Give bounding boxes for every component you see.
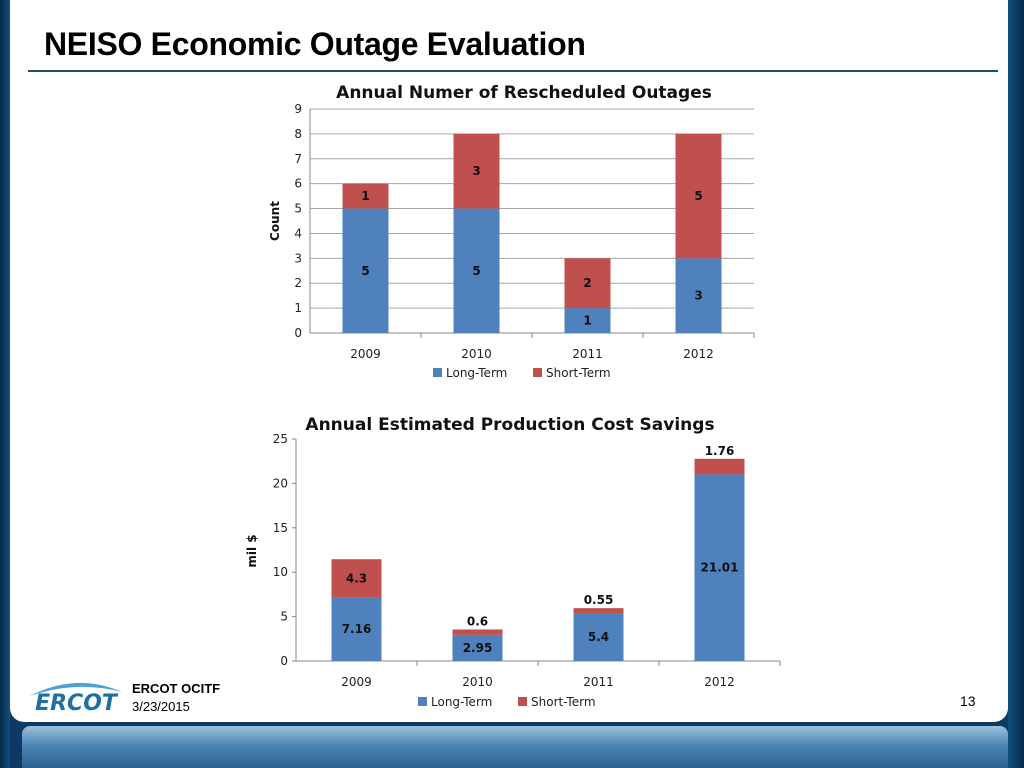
title-underline [28,70,998,72]
bottom-decorative-bar [22,726,1008,768]
ercot-logo: ERCOT [30,682,122,716]
bar-long-term-2012 [675,258,722,333]
data-label: 4.3 [346,571,367,585]
bar-long-term-2010 [453,208,500,333]
bar-long-term-2009 [331,597,382,661]
y-tick-label: 5 [294,202,302,216]
legend-swatch [418,697,427,706]
legend-label: Short-Term [546,366,611,380]
y-tick-label: 6 [294,177,302,191]
data-label: 1 [583,314,591,328]
data-label: 3 [694,289,702,303]
bar-short-term-2012 [675,133,722,259]
data-label: 1.76 [705,444,735,458]
x-tick-label: 2009 [341,675,372,689]
footer-date: 3/23/2015 [132,699,190,714]
slide-left-edge [0,0,10,768]
x-tick-label: 2012 [683,347,714,361]
bar-short-term-2010 [452,629,503,635]
chart-title: Annual Numer of Rescheduled Outages [336,83,712,103]
data-label: 0.55 [584,593,614,607]
x-tick-label: 2011 [572,347,603,361]
y-axis-label: mil $ [245,534,259,567]
chart-legend: Long-Term Short-Term [433,366,611,380]
y-tick-label: 3 [294,251,302,265]
data-label: 5 [694,189,702,203]
plot-area: 0 1 2 3 4 5 6 7 8 9 5 1 2009 5 3 2010 1 2 2011 3 5 2012 [294,102,755,361]
data-label: 7.16 [342,622,372,636]
y-tick-label: 9 [294,102,302,116]
bar-long-term-2011 [564,308,611,333]
bar-short-term-2012 [694,458,745,475]
data-label: 5 [361,264,369,278]
plot-area: 0 5 10 15 20 25 7.16 4.3 2009 2.95 0.6 2010 5.4 0.55 2… [273,432,781,689]
bar-short-term-2009 [331,559,382,598]
bar-short-term-2010 [453,133,500,209]
legend-label: Short-Term [531,695,596,709]
data-label: 2 [583,276,591,290]
y-tick-label: 15 [273,521,288,535]
chart-legend: Long-Term Short-Term [418,695,596,709]
x-tick-label: 2011 [583,675,614,689]
y-tick-label: 20 [273,476,288,490]
bar-long-term-2012 [694,474,745,661]
y-tick-label: 0 [294,326,302,340]
x-tick-label: 2010 [461,347,492,361]
x-tick-label: 2010 [462,675,493,689]
x-tick-label: 2009 [350,347,381,361]
production-cost-savings-chart: Annual Estimated Production Cost Savings… [245,415,781,709]
data-label: 3 [472,164,480,178]
y-tick-label: 8 [294,127,302,141]
bar-long-term-2011 [573,613,624,661]
bar-short-term-2011 [573,608,624,614]
y-tick-label: 0 [280,654,288,668]
legend-label: Long-Term [431,695,492,709]
bar-short-term-2011 [564,258,611,309]
x-tick-label: 2012 [704,675,735,689]
bar-long-term-2010 [452,634,503,661]
y-tick-label: 25 [273,432,288,446]
y-tick-label: 4 [294,226,302,240]
legend-swatch [533,368,542,377]
rescheduled-outages-chart: Annual Numer of Rescheduled Outages Coun… [268,83,755,380]
data-label: 5 [472,264,480,278]
page-number: 13 [960,693,976,709]
slide-right-edge [1008,0,1024,768]
bar-short-term-2009 [342,183,389,209]
y-tick-label: 7 [294,152,302,166]
data-label: 5.4 [588,630,609,644]
bar-long-term-2009 [342,208,389,333]
footer-organization: ERCOT OCITF [132,681,221,696]
data-label: 21.01 [701,561,739,575]
y-tick-label: 2 [294,276,302,290]
legend-swatch [433,368,442,377]
chart-title: Annual Estimated Production Cost Savings [305,415,714,435]
data-label: 1 [361,189,369,203]
y-tick-label: 10 [273,565,288,579]
data-label: 0.6 [467,614,488,628]
y-tick-label: 5 [280,610,288,624]
logo-text: ERCOT [35,691,119,716]
slide-title: NEISO Economic Outage Evaluation [44,26,586,62]
data-label: 2.95 [463,641,493,655]
slide-canvas [10,0,1008,722]
legend-label: Long-Term [446,366,507,380]
y-tick-label: 1 [294,301,302,315]
y-axis-label: Count [268,201,282,241]
legend-swatch [518,697,527,706]
